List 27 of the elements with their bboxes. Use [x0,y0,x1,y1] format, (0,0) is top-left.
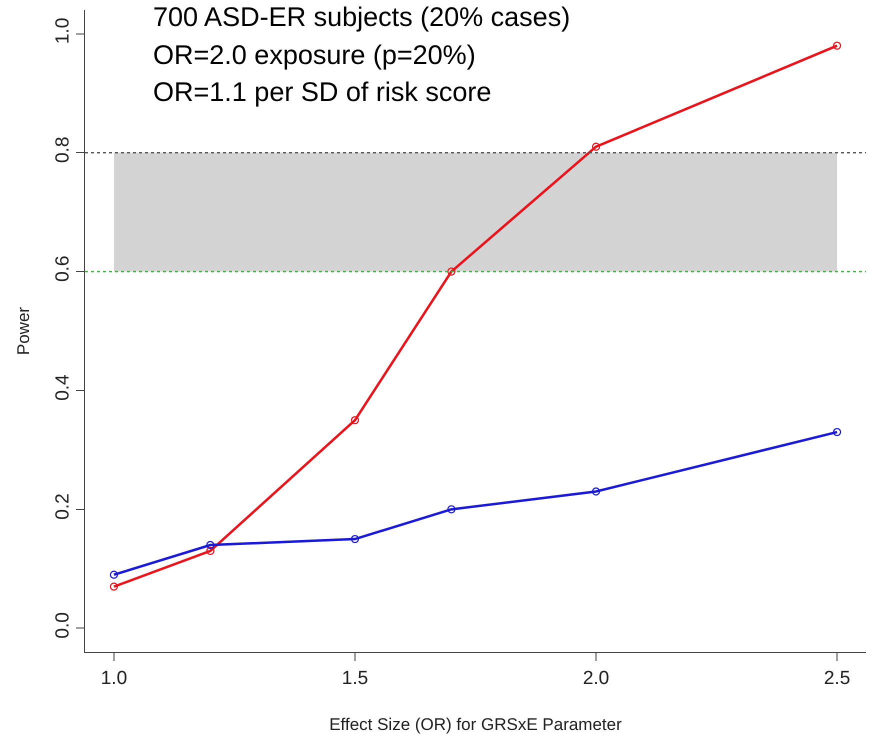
annotation: OR=1.1 per SD of risk score [153,77,492,107]
point [447,267,456,276]
x-tick-label: 2.5 [824,668,850,689]
y-tick-label: 0.6 [52,256,74,282]
x-tick-label: 2.0 [582,668,610,689]
point [832,428,842,436]
x-tick-label: 1.5 [342,668,368,689]
y-tick-label: 0.4 [52,374,74,401]
point [206,546,214,556]
x-tick-label: 1.0 [100,668,128,689]
y-tick-label: 0.8 [52,136,74,164]
annotation: 700 ASD-ER subjects (20% cases) [153,2,570,32]
y-axis-title: Power [14,306,33,356]
point [110,570,118,579]
point [447,505,456,514]
point [206,540,214,550]
annotation: OR=2.0 exposure (p=20%) [153,40,476,70]
point [350,416,360,424]
point [350,534,360,544]
x-axis-title: Effect Size (OR) for GRSxE Parameter [329,715,622,734]
point [832,42,842,50]
y-tick-label: 1.0 [52,18,74,44]
point [592,487,600,496]
point [592,142,600,151]
point [110,582,118,591]
y-tick-label: 0.0 [52,612,74,639]
y-tick-label: 0.2 [52,493,74,520]
